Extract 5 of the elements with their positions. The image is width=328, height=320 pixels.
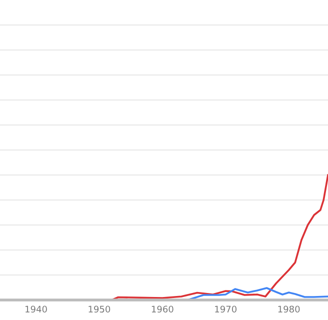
x-tick-label: 1950 <box>88 306 110 313</box>
x-tick-label: 1980 <box>278 306 300 313</box>
x-tick-label: 1970 <box>215 306 237 313</box>
x-tick-label: 1940 <box>26 306 47 313</box>
x-tick-label: 1960 <box>152 306 174 313</box>
